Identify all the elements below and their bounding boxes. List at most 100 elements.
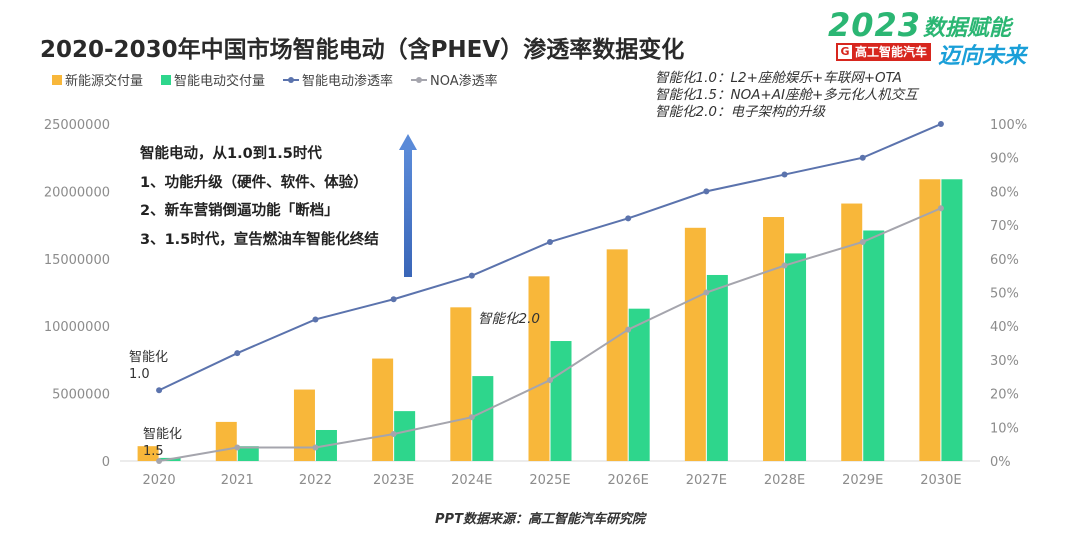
annotation-item: 2、新车营销倒逼功能「断档」 <box>140 203 339 219</box>
noa-rate-point <box>390 431 397 438</box>
y-right-tick-label: 40% <box>990 320 1019 335</box>
annotation-heading: 智能电动，从1.0到1.5时代 <box>140 146 322 162</box>
stage-1-5-label-line2: 1.5 <box>143 444 164 459</box>
noa-rate-point <box>468 414 475 421</box>
noa-rate-point <box>859 238 866 245</box>
bar-smart-delivery <box>863 230 885 461</box>
legend-item-noa-rate: NOA渗透率 <box>411 70 498 89</box>
noa-rate-point <box>781 262 788 269</box>
y-right-tick-label: 90% <box>990 152 1019 167</box>
stage-1-5-label-line1: 智能化 <box>143 427 182 442</box>
note-stage-2-0: 智能化2.0：电子架构的升级 <box>655 104 825 120</box>
bar-ne-delivery <box>372 358 394 461</box>
bar-smart-delivery <box>550 341 572 461</box>
chart-lines <box>156 121 944 464</box>
smart-rate-point <box>312 316 319 323</box>
x-tick-label: 2020 <box>143 473 176 488</box>
x-tick-label: 2030E <box>920 473 961 488</box>
y-right-tick-label: 60% <box>990 253 1019 268</box>
bar-ne-delivery <box>450 307 472 461</box>
noa-rate-point <box>234 444 241 451</box>
bar-smart-delivery <box>237 446 259 461</box>
legend-line-icon <box>283 76 300 83</box>
y-right-tick-label: 50% <box>990 287 1019 302</box>
legend-swatch-icon <box>52 74 62 85</box>
note-stage-1-0: 智能化1.0：L2+座舱娱乐+车联网+OTA <box>655 70 902 86</box>
x-tick-label: 2021 <box>221 473 254 488</box>
bar-smart-delivery <box>394 411 416 461</box>
x-tick-label: 2023E <box>373 473 414 488</box>
x-tick-label: 2022 <box>299 473 332 488</box>
smart-rate-point <box>234 350 241 357</box>
brand-year: 2023 <box>828 6 922 44</box>
chart-title: 2020-2030年中国市场智能电动（含PHEV）渗透率数据变化 <box>40 37 685 63</box>
smart-rate-point <box>625 215 632 222</box>
chart-legend: 新能源交付量 智能电动交付量 智能电动渗透率 NOA渗透率 <box>52 70 516 89</box>
brand-logo-text: 高工智能汽车 <box>855 45 928 59</box>
brand-slogan-line1: 数据赋能 <box>923 16 1012 41</box>
chart-labels: 智能化 1.0 智能化 1.5 智能化2.0 <box>129 311 540 459</box>
stage-1-0-label-line2: 1.0 <box>129 367 150 382</box>
y-right-tick-label: 30% <box>990 354 1019 369</box>
smart-rate-point <box>390 296 397 303</box>
annotation-item: 1、功能升级（硬件、软件、体验） <box>140 174 368 191</box>
note-stage-1-5: 智能化1.5：NOA+AI座舱+多元化人机交互 <box>655 87 918 103</box>
y-left-tick-label: 20000000 <box>44 185 110 200</box>
y-right-tick-label: 0% <box>990 455 1011 470</box>
source-note: PPT数据来源：高工智能汽车研究院 <box>435 512 645 527</box>
y-left-tick-label: 0 <box>102 455 110 470</box>
y-left-tick-label: 5000000 <box>52 388 110 403</box>
legend-item-smart-delivery: 智能电动交付量 <box>161 70 265 89</box>
brand-logo-icon: G <box>838 45 852 59</box>
legend-swatch-icon <box>161 74 172 85</box>
chart-axes: 0 5000000 10000000 15000000 20000000 25000000… <box>44 118 1027 488</box>
y-right-tick-label: 10% <box>990 421 1019 436</box>
y-right-tick-label: 100% <box>990 118 1027 133</box>
bar-ne-delivery <box>215 421 237 461</box>
smart-rate-point <box>859 154 866 161</box>
noa-rate-point <box>703 289 710 296</box>
noa-rate-point <box>547 377 553 384</box>
bar-smart-delivery <box>706 274 728 461</box>
smart-rate-point <box>468 272 475 279</box>
x-tick-label: 2026E <box>608 473 649 488</box>
noa-rate-point <box>625 326 632 333</box>
x-tick-label: 2027E <box>686 473 727 488</box>
legend-label: 新能源交付量 <box>65 74 144 89</box>
bar-smart-delivery <box>941 179 963 461</box>
smart-rate-point <box>547 238 553 245</box>
y-right-tick-label: 80% <box>990 185 1019 200</box>
noa-rate-point <box>156 458 163 464</box>
y-right-tick-label: 20% <box>990 388 1019 403</box>
stage-1-0-label-line1: 智能化 <box>129 350 168 365</box>
y-left-tick-label: 10000000 <box>44 320 110 335</box>
legend-item-ne-delivery: 新能源交付量 <box>52 70 143 89</box>
brand-logo: G 高工智能汽车 <box>836 43 932 61</box>
brand-banner: 2023 数据赋能 迈向未来 G 高工智能汽车 <box>828 6 1058 69</box>
y-right-tick-label: 70% <box>990 219 1019 234</box>
noa-rate-point <box>312 444 319 451</box>
bar-ne-delivery <box>528 276 550 461</box>
smart-rate-point <box>703 188 710 195</box>
y-left-tick-label: 25000000 <box>44 118 110 133</box>
noa-rate-point <box>937 205 944 212</box>
stage-2-0-label: 智能化2.0 <box>478 311 540 327</box>
legend-line-icon <box>411 76 428 83</box>
bar-ne-delivery <box>763 217 785 461</box>
bar-ne-delivery <box>293 389 315 461</box>
x-tick-label: 2025E <box>529 473 570 488</box>
x-tick-label: 2029E <box>842 473 883 488</box>
annotation-item: 3、1.5时代，宣告燃油车智能化终结 <box>140 231 379 248</box>
bar-smart-delivery <box>472 376 494 461</box>
up-arrow-icon <box>399 134 417 277</box>
smart-rate-point <box>937 121 944 127</box>
bar-ne-delivery <box>137 446 159 461</box>
brand-slogan-line2: 迈向未来 <box>938 44 1027 69</box>
stage-notes: 智能化1.0：L2+座舱娱乐+车联网+OTA 智能化1.5：NOA+AI座舱+多… <box>655 70 918 121</box>
bar-ne-delivery <box>684 227 706 461</box>
x-tick-label: 2028E <box>764 473 805 488</box>
bar-ne-delivery <box>606 249 628 461</box>
smart-rate-point <box>156 387 163 394</box>
legend-label: 智能电动交付量 <box>174 74 266 89</box>
y-left-tick-label: 15000000 <box>44 253 110 268</box>
